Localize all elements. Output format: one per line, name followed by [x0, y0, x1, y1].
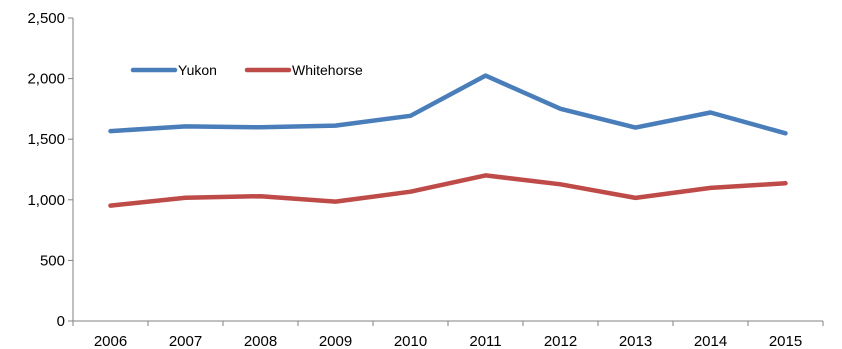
legend-label-whitehorse: Whitehorse: [292, 62, 363, 78]
y-tick-label: 2,500: [27, 10, 65, 27]
x-axis: 2006 2007 2008 2009 2010 2011 2012 2013 2014 2015: [72, 320, 824, 349]
series-line-yukon: [108, 73, 788, 136]
legend: Yukon Whitehorse: [130, 62, 363, 78]
x-tick-label: 2009: [319, 333, 352, 349]
y-axis: 0 500 1,000 1,500 2,000 2,500: [27, 10, 74, 330]
x-tick-label: 2014: [694, 333, 727, 349]
x-tick-label: 2011: [469, 333, 501, 349]
y-tick-label: 2,000: [27, 71, 65, 88]
x-tick-label: 2015: [769, 333, 802, 349]
series-lines: [108, 73, 788, 208]
x-tick-label: 2008: [244, 333, 277, 349]
y-tick-label: 1,500: [27, 131, 65, 148]
x-tick-label: 2007: [169, 333, 202, 349]
x-tick-label: 2012: [544, 333, 577, 349]
x-tick-label: 2013: [619, 333, 652, 349]
series-line-whitehorse: [108, 173, 788, 208]
legend-label-yukon: Yukon: [178, 62, 217, 78]
x-tick-label: 2010: [394, 333, 427, 349]
y-tick-label: 0: [57, 313, 65, 330]
x-tick-label: 2006: [94, 333, 127, 349]
y-tick-label: 500: [40, 252, 65, 269]
y-tick-label: 1,000: [27, 192, 65, 209]
